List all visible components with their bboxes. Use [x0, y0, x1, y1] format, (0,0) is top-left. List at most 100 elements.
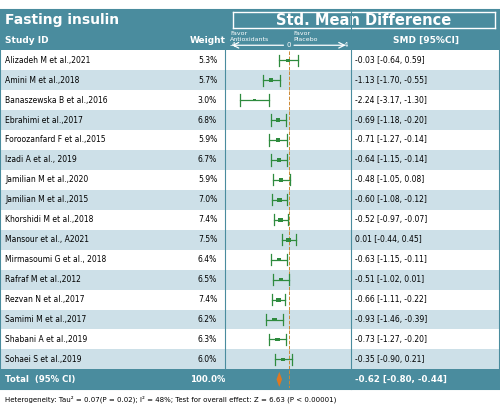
Text: 7.5%: 7.5%	[198, 235, 217, 244]
Bar	[276, 338, 280, 341]
Text: 4: 4	[344, 42, 348, 48]
Text: Study ID: Study ID	[5, 36, 49, 45]
Text: -0.48 [-1.05, 0.08]: -0.48 [-1.05, 0.08]	[355, 176, 424, 185]
Text: 5.7%: 5.7%	[198, 76, 217, 84]
Bar	[276, 297, 281, 302]
Bar	[0, 330, 352, 349]
Bar	[352, 309, 500, 330]
Text: Antioxidants: Antioxidants	[230, 37, 269, 42]
Text: -0.62 [-0.80, -0.44]: -0.62 [-0.80, -0.44]	[355, 375, 447, 384]
Bar	[0, 190, 352, 210]
Bar	[0, 50, 352, 70]
Bar	[253, 99, 256, 101]
Bar	[0, 110, 352, 130]
Text: 7.0%: 7.0%	[198, 195, 217, 204]
Bar	[277, 198, 282, 202]
Text: 0: 0	[286, 42, 291, 48]
Text: -0.35 [-0.90, 0.21]: -0.35 [-0.90, 0.21]	[355, 355, 424, 364]
Text: Rafraf M et al.,2012: Rafraf M et al.,2012	[5, 275, 81, 284]
Text: Khorshidi M et al.,2018: Khorshidi M et al.,2018	[5, 215, 94, 224]
Bar	[352, 230, 500, 250]
Bar	[352, 290, 500, 309]
Bar	[352, 269, 500, 290]
Bar	[0, 70, 352, 90]
Bar	[278, 218, 283, 222]
Text: 6.0%: 6.0%	[198, 355, 217, 364]
Text: Izadi A et al., 2019: Izadi A et al., 2019	[5, 155, 77, 164]
Text: 100.0%: 100.0%	[190, 375, 225, 384]
Text: 5.3%: 5.3%	[198, 56, 217, 65]
Bar	[270, 78, 274, 82]
Text: Alizadeh M et al.,2021: Alizadeh M et al.,2021	[5, 56, 90, 65]
Bar	[286, 238, 292, 242]
Text: 7.4%: 7.4%	[198, 215, 217, 224]
Text: Foroozanfard F et al.,2015: Foroozanfard F et al.,2015	[5, 136, 105, 145]
Text: SMD [95%CI]: SMD [95%CI]	[393, 36, 459, 45]
Bar	[0, 90, 352, 110]
Text: Favor: Favor	[230, 31, 247, 37]
Text: Placebo: Placebo	[294, 37, 318, 42]
Text: Heterogeneity: Tau² = 0.07(P = 0.02); I² = 48%; Test for overall effect: Z = 6.6: Heterogeneity: Tau² = 0.07(P = 0.02); I²…	[5, 396, 336, 403]
Text: 7.4%: 7.4%	[198, 295, 217, 304]
Bar	[286, 59, 290, 62]
Text: Std. Mean Difference: Std. Mean Difference	[276, 13, 452, 28]
Bar	[352, 150, 500, 170]
Polygon shape	[276, 372, 282, 387]
Bar	[0, 30, 500, 50]
Text: Jamilian M et al.,2015: Jamilian M et al.,2015	[5, 195, 88, 204]
Bar	[352, 110, 500, 130]
Text: 0.01 [-0.44, 0.45]: 0.01 [-0.44, 0.45]	[355, 235, 422, 244]
Text: Shabani A et al.,2019: Shabani A et al.,2019	[5, 335, 87, 344]
Bar	[0, 230, 352, 250]
Text: -0.63 [-1.15, -0.11]: -0.63 [-1.15, -0.11]	[355, 255, 427, 264]
Bar	[0, 269, 352, 290]
Bar	[276, 118, 280, 122]
Text: -0.93 [-1.46, -0.39]: -0.93 [-1.46, -0.39]	[355, 315, 427, 324]
Bar	[277, 258, 281, 262]
Text: Mirmasoumi G et al., 2018: Mirmasoumi G et al., 2018	[5, 255, 106, 264]
Text: 6.7%: 6.7%	[198, 155, 217, 164]
Text: 6.4%: 6.4%	[198, 255, 217, 264]
Bar	[352, 70, 500, 90]
Text: Favor: Favor	[294, 31, 311, 37]
Text: Samimi M et al.,2017: Samimi M et al.,2017	[5, 315, 86, 324]
Bar	[0, 130, 352, 150]
Text: -0.64 [-1.15, -0.14]: -0.64 [-1.15, -0.14]	[355, 155, 427, 164]
Text: -0.73 [-1.27, -0.20]: -0.73 [-1.27, -0.20]	[355, 335, 427, 344]
Text: -0.51 [-1.02, 0.01]: -0.51 [-1.02, 0.01]	[355, 275, 424, 284]
Text: Weight: Weight	[190, 36, 226, 45]
Text: -0.60 [-1.08, -0.12]: -0.60 [-1.08, -0.12]	[355, 195, 427, 204]
Bar	[0, 210, 352, 230]
Bar	[228, 10, 500, 30]
Text: Fasting insulin: Fasting insulin	[5, 13, 119, 27]
Text: -2.24 [-3.17, -1.30]: -2.24 [-3.17, -1.30]	[355, 96, 427, 105]
Text: 6.5%: 6.5%	[198, 275, 217, 284]
Text: -0.66 [-1.11, -0.22]: -0.66 [-1.11, -0.22]	[355, 295, 427, 304]
Text: 3.0%: 3.0%	[198, 96, 217, 105]
Bar	[272, 318, 276, 321]
Bar	[282, 358, 286, 361]
Bar	[352, 90, 500, 110]
Bar	[0, 250, 352, 269]
Text: Rezvan N et al.,2017: Rezvan N et al.,2017	[5, 295, 84, 304]
Bar	[0, 370, 500, 389]
Bar	[352, 50, 500, 70]
Text: -0.52 [-0.97, -0.07]: -0.52 [-0.97, -0.07]	[355, 215, 427, 224]
Bar	[276, 138, 280, 142]
Bar	[352, 250, 500, 269]
Text: -0.71 [-1.27, -0.14]: -0.71 [-1.27, -0.14]	[355, 136, 427, 145]
Text: Amini M et al.,2018: Amini M et al.,2018	[5, 76, 80, 84]
Text: Total  (95% CI): Total (95% CI)	[5, 375, 76, 384]
Text: Jamilian M et al.,2020: Jamilian M et al.,2020	[5, 176, 88, 185]
Text: Ebrahimi et al.,2017: Ebrahimi et al.,2017	[5, 115, 83, 124]
Bar	[352, 130, 500, 150]
Text: -0.03 [-0.64, 0.59]: -0.03 [-0.64, 0.59]	[355, 56, 424, 65]
Bar	[276, 158, 281, 162]
Bar	[0, 349, 352, 370]
Bar	[0, 290, 352, 309]
Text: 6.8%: 6.8%	[198, 115, 217, 124]
Bar	[280, 178, 283, 182]
Text: 6.2%: 6.2%	[198, 315, 217, 324]
Text: Banaszewska B et al.,2016: Banaszewska B et al.,2016	[5, 96, 108, 105]
Bar	[352, 170, 500, 190]
